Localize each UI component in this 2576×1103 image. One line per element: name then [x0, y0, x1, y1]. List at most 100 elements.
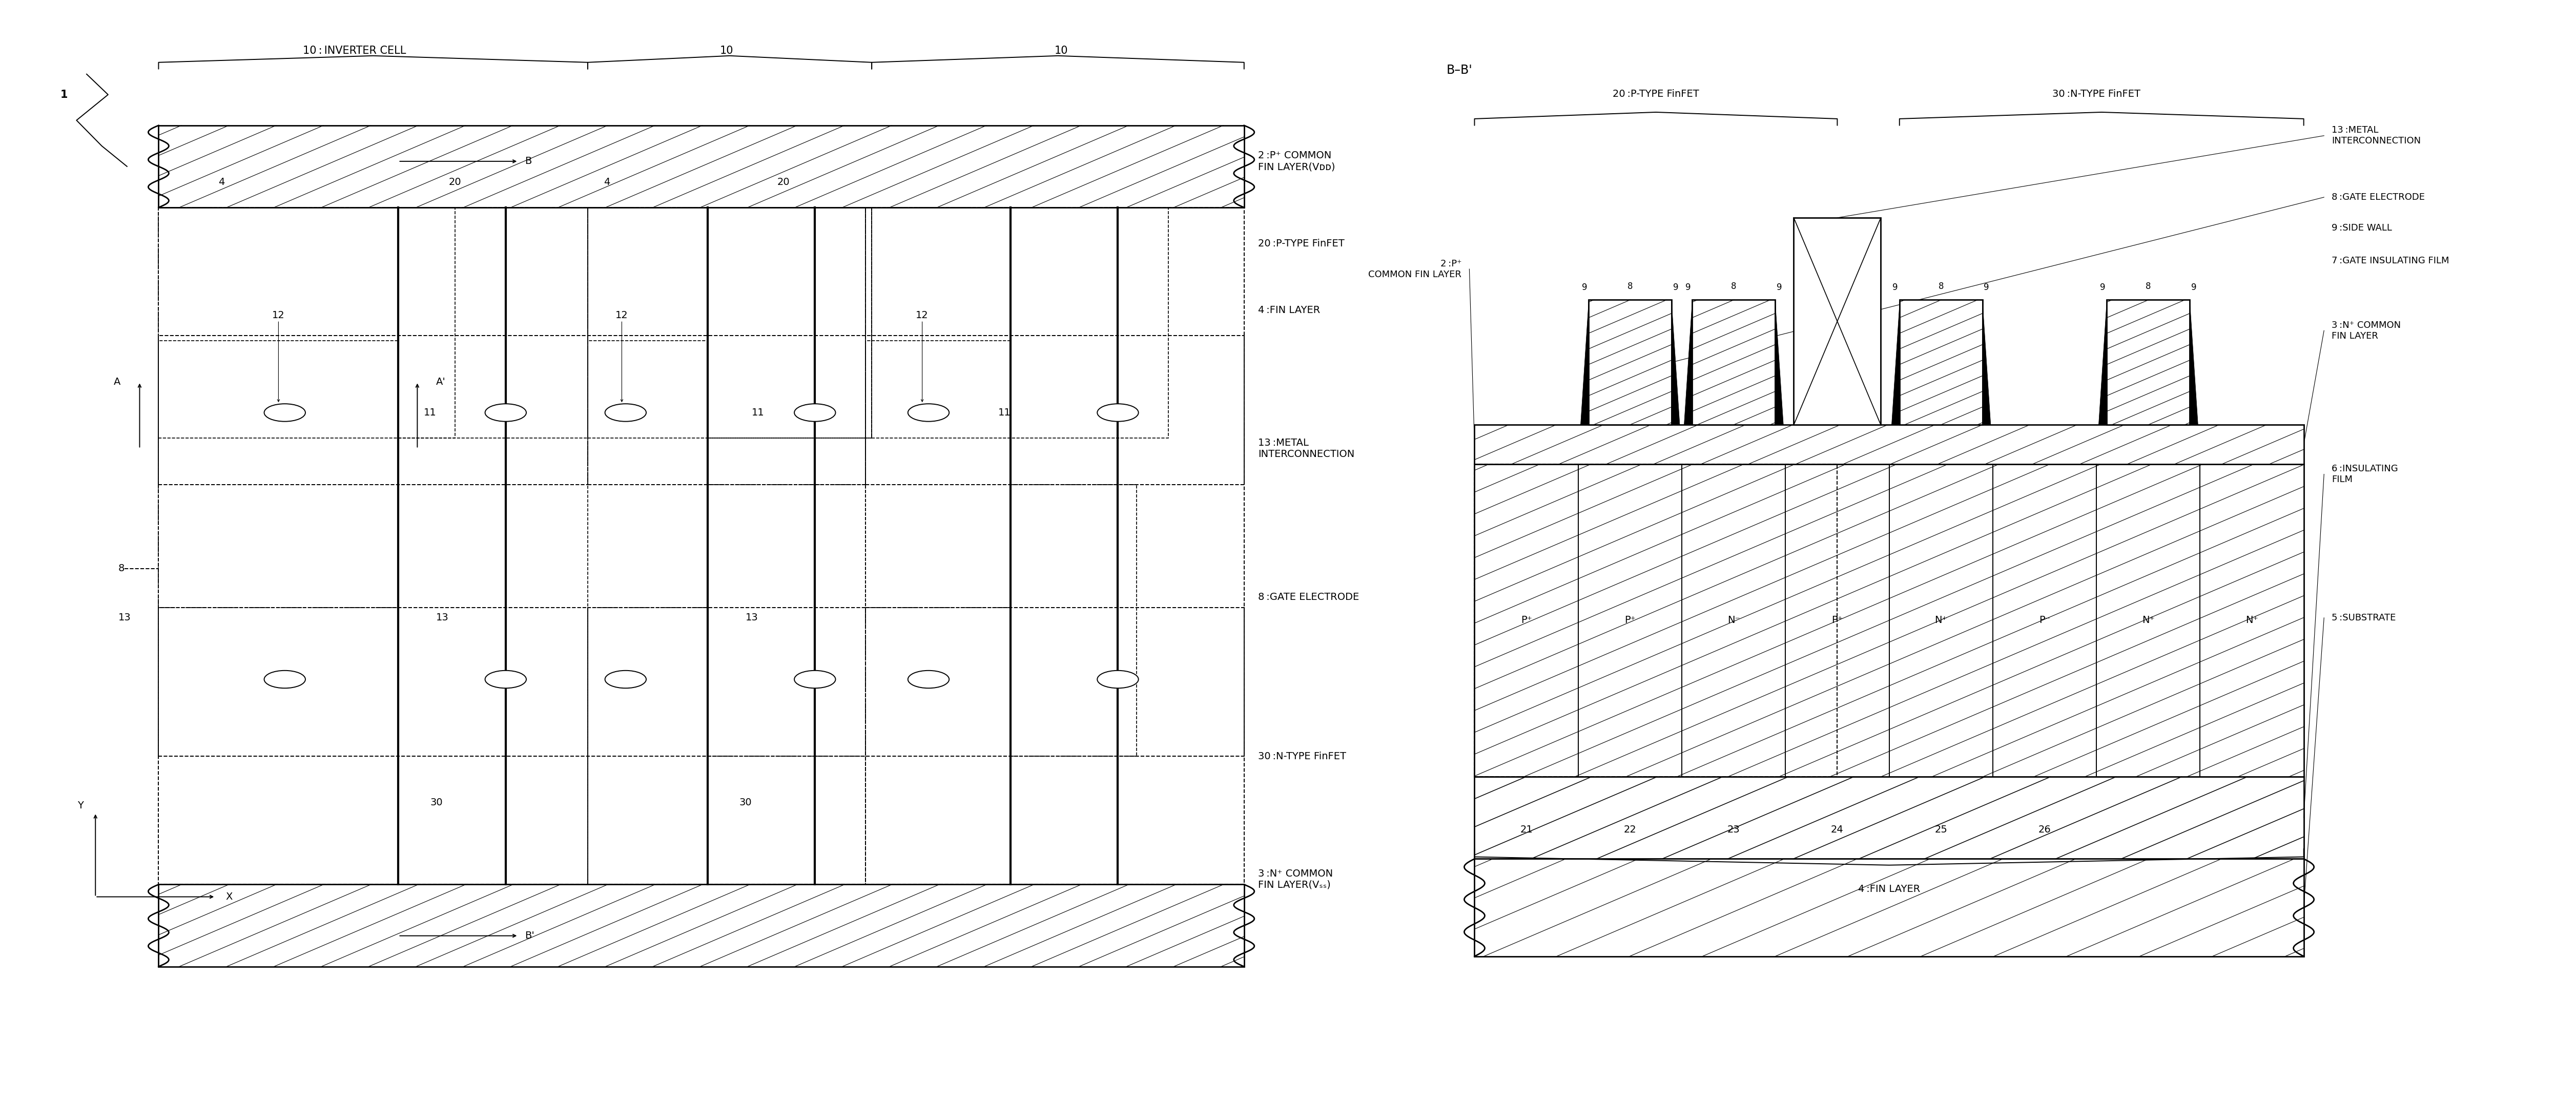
- Text: 23: 23: [1728, 825, 1739, 835]
- Text: 9: 9: [1984, 282, 1989, 292]
- Bar: [1473, 425, 2303, 464]
- Text: 5 :SUBSTRATE: 5 :SUBSTRATE: [2331, 613, 2396, 622]
- Bar: [587, 341, 708, 608]
- Text: 4: 4: [603, 178, 611, 186]
- Bar: [587, 608, 866, 885]
- Bar: [1473, 464, 1837, 777]
- Circle shape: [265, 671, 307, 688]
- Circle shape: [605, 404, 647, 421]
- Text: 4 :FIN LAYER: 4 :FIN LAYER: [1857, 885, 1919, 895]
- Text: 13 :METAL
INTERCONNECTION: 13 :METAL INTERCONNECTION: [2331, 126, 2421, 146]
- Text: 3 :N⁺ COMMON
FIN LAYER: 3 :N⁺ COMMON FIN LAYER: [2331, 321, 2401, 341]
- Text: 13 :METAL
INTERCONNECTION: 13 :METAL INTERCONNECTION: [1257, 438, 1355, 459]
- Text: B: B: [526, 157, 531, 167]
- Text: P⁺: P⁺: [1520, 615, 1533, 625]
- Bar: [160, 207, 456, 438]
- Text: B': B': [526, 931, 533, 941]
- Text: 30 :N-TYPE FinFET: 30 :N-TYPE FinFET: [1257, 751, 1347, 761]
- Bar: [1473, 777, 2303, 859]
- Text: 9: 9: [2192, 282, 2197, 292]
- Text: 21: 21: [1520, 825, 1533, 835]
- Polygon shape: [2190, 300, 2197, 425]
- Bar: [866, 608, 1244, 885]
- Text: 9 :SIDE WALL: 9 :SIDE WALL: [2331, 224, 2393, 233]
- Text: P⁺: P⁺: [1625, 615, 1636, 625]
- Text: P⁻: P⁻: [2040, 615, 2050, 625]
- Text: 4 :FIN LAYER: 4 :FIN LAYER: [1257, 306, 1321, 315]
- Polygon shape: [1685, 300, 1692, 425]
- Circle shape: [907, 671, 948, 688]
- Text: Y: Y: [77, 801, 82, 811]
- Text: 25: 25: [1935, 825, 1947, 835]
- Bar: [1899, 300, 1984, 425]
- Circle shape: [793, 404, 835, 421]
- Text: 30: 30: [739, 797, 752, 807]
- Text: 4: 4: [219, 178, 224, 186]
- Text: 24: 24: [1832, 825, 1844, 835]
- Text: 2 :P⁺
COMMON FIN LAYER: 2 :P⁺ COMMON FIN LAYER: [1368, 259, 1461, 279]
- Text: 20 :P-TYPE FinFET: 20 :P-TYPE FinFET: [1613, 89, 1700, 99]
- Bar: [160, 341, 399, 608]
- Text: 9: 9: [1582, 282, 1587, 292]
- Text: N⁺: N⁺: [2141, 615, 2154, 625]
- Text: 8 :GATE ELECTRODE: 8 :GATE ELECTRODE: [2331, 193, 2424, 202]
- Circle shape: [484, 671, 526, 688]
- Text: 10 : INVERTER CELL: 10 : INVERTER CELL: [301, 45, 407, 55]
- Text: 7 :GATE INSULATING FILM: 7 :GATE INSULATING FILM: [2331, 256, 2450, 266]
- Text: 9: 9: [1777, 282, 1783, 292]
- Circle shape: [1097, 404, 1139, 421]
- Bar: [1589, 300, 1672, 425]
- Bar: [1473, 464, 2303, 777]
- Bar: [160, 885, 1244, 966]
- Polygon shape: [1672, 300, 1680, 425]
- Text: 9: 9: [1685, 282, 1690, 292]
- Text: 30 :N-TYPE FinFET: 30 :N-TYPE FinFET: [2053, 89, 2141, 99]
- Bar: [160, 126, 1244, 207]
- Circle shape: [907, 404, 948, 421]
- Text: 9: 9: [1672, 282, 1680, 292]
- Text: N⁺: N⁺: [2246, 615, 2259, 625]
- Polygon shape: [2099, 300, 2107, 425]
- Text: 11: 11: [997, 408, 1010, 418]
- Text: A': A': [435, 377, 446, 387]
- Bar: [160, 335, 1244, 757]
- Text: 22: 22: [1623, 825, 1636, 835]
- Text: 13: 13: [435, 613, 448, 623]
- Text: 10: 10: [719, 45, 734, 55]
- Text: N⁻: N⁻: [1728, 615, 1739, 625]
- Text: 3 :N⁺ COMMON
FIN LAYER(Vₛₛ): 3 :N⁺ COMMON FIN LAYER(Vₛₛ): [1257, 869, 1332, 890]
- Bar: [1010, 484, 1136, 757]
- Text: 8: 8: [1937, 281, 1945, 291]
- Text: 8: 8: [1628, 281, 1633, 291]
- Bar: [708, 484, 866, 757]
- Bar: [587, 207, 871, 438]
- Text: 8: 8: [2146, 281, 2151, 291]
- Text: 11: 11: [1832, 282, 1842, 292]
- Text: 11: 11: [752, 408, 765, 418]
- Text: P⁺: P⁺: [1832, 615, 1842, 625]
- Bar: [2107, 300, 2190, 425]
- Text: 8: 8: [1731, 281, 1736, 291]
- Text: B–B': B–B': [1448, 64, 1473, 76]
- Bar: [160, 207, 587, 484]
- Text: 20: 20: [778, 178, 791, 186]
- Text: 20 :P-TYPE FinFET: 20 :P-TYPE FinFET: [1257, 238, 1345, 248]
- Text: 1: 1: [59, 89, 67, 99]
- Circle shape: [793, 671, 835, 688]
- Bar: [1473, 859, 2303, 956]
- Text: 9: 9: [2099, 282, 2105, 292]
- Text: 13: 13: [118, 613, 131, 623]
- Circle shape: [605, 671, 647, 688]
- Text: N⁺: N⁺: [1935, 615, 1947, 625]
- Text: 8: 8: [118, 564, 124, 574]
- Text: 12: 12: [616, 311, 629, 320]
- Circle shape: [484, 404, 526, 421]
- Polygon shape: [1891, 300, 1899, 425]
- Bar: [1793, 217, 1880, 425]
- Text: 30: 30: [430, 797, 443, 807]
- Text: 8 :GATE ELECTRODE: 8 :GATE ELECTRODE: [1257, 592, 1360, 602]
- Bar: [587, 207, 866, 484]
- Text: 11: 11: [422, 408, 435, 418]
- Bar: [871, 207, 1170, 438]
- Bar: [866, 207, 1244, 484]
